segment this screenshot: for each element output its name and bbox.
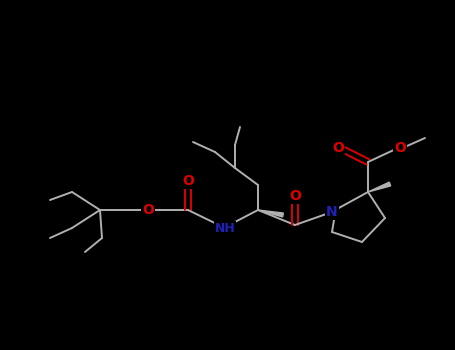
Polygon shape bbox=[368, 182, 391, 192]
Text: O: O bbox=[394, 141, 406, 155]
Text: O: O bbox=[182, 174, 194, 188]
Text: NH: NH bbox=[215, 222, 235, 235]
Text: O: O bbox=[142, 203, 154, 217]
Polygon shape bbox=[258, 210, 283, 217]
Text: O: O bbox=[289, 189, 301, 203]
Text: O: O bbox=[332, 141, 344, 155]
Text: N: N bbox=[326, 205, 338, 219]
